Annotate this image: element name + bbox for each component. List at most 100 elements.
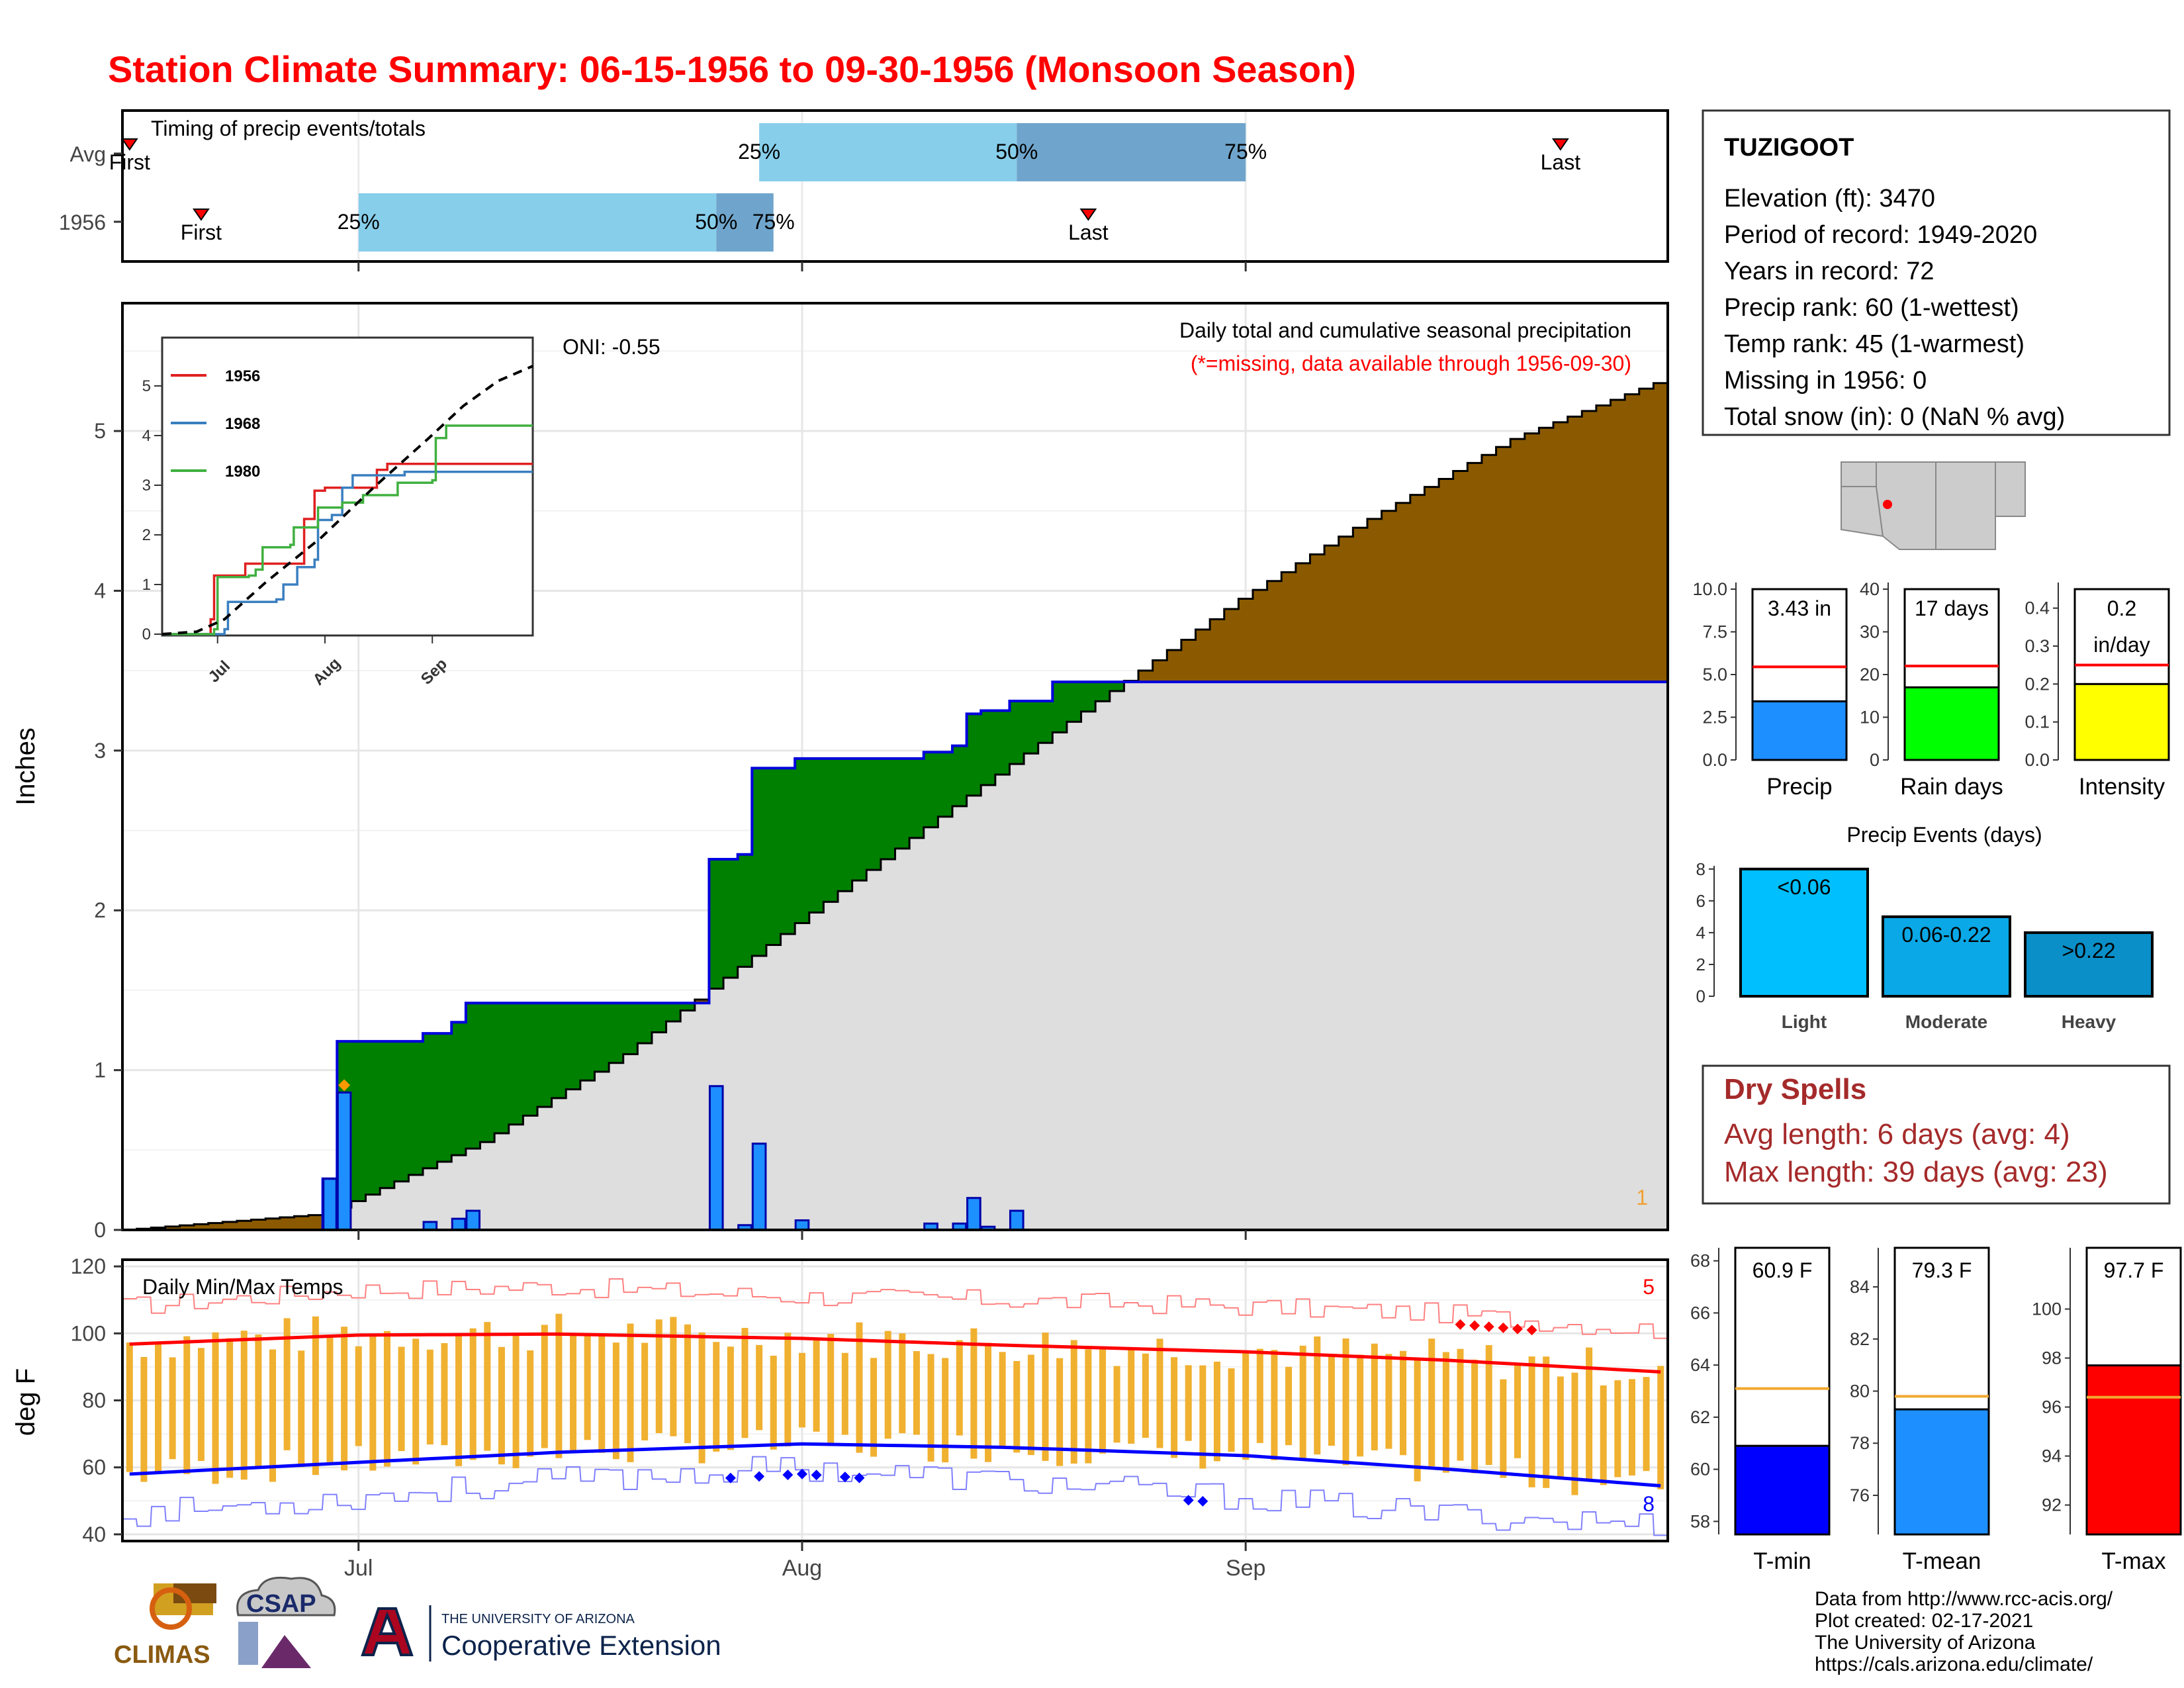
precip-deficit-area	[1410, 494, 1426, 682]
temp-daily-bar	[670, 1317, 677, 1436]
timing-panel: Timing of precip events/totals Avg 1956 …	[59, 109, 1669, 271]
precip-base-area	[1238, 682, 1253, 1230]
precip-base-area	[1181, 682, 1197, 1230]
mini-bar-tick-label: 0.4	[2025, 598, 2050, 618]
credits: Data from http://www.rcc-acis.org/ Plot …	[1815, 1588, 2113, 1675]
precip-base-area	[1295, 682, 1311, 1230]
temp-daily-bar	[312, 1316, 319, 1476]
temp-daily-bar	[341, 1327, 348, 1471]
temp-count-min: 8	[1643, 1492, 1655, 1516]
temp-record-high-marker	[1498, 1322, 1509, 1333]
precip-base-area	[809, 912, 824, 1230]
precip-y-tick-label: 2	[94, 898, 106, 922]
temp-bar-value-label-1: 79.3 F	[1912, 1258, 1972, 1282]
precip-base-area	[480, 1142, 495, 1230]
temp-daily-bar	[1213, 1361, 1220, 1462]
temp-daily-bar	[870, 1358, 878, 1457]
precip-deficit-area	[1467, 463, 1482, 682]
station-temp-rank: Temp rank: 45 (1-warmest)	[1724, 330, 2025, 358]
precip-surplus-area	[480, 1003, 495, 1143]
dry-spells-frame	[1702, 1064, 2171, 1205]
precip-base-area	[623, 1054, 638, 1230]
precip-surplus-area	[766, 768, 782, 945]
mini-bar-value-label-1: 17 days	[1915, 596, 1989, 620]
temp-daily-bar	[240, 1331, 248, 1480]
precip-base-area	[1353, 682, 1368, 1230]
precip-base-area	[380, 1188, 395, 1230]
precip-base-area	[451, 1155, 467, 1230]
precip-base-area	[1253, 682, 1268, 1230]
precip-y-tick-label: 1	[94, 1058, 106, 1082]
temp-daily-bar	[269, 1349, 277, 1482]
temp-daily-bar	[1056, 1358, 1064, 1466]
precip-y-tick-label: 4	[94, 579, 106, 602]
precip-surplus-area	[1066, 682, 1082, 722]
precip-base-area	[566, 1089, 581, 1230]
temp-daily-bar	[1013, 1361, 1021, 1453]
location-map	[1837, 459, 2028, 566]
precip-surplus-area	[551, 1003, 567, 1098]
temp-daily-bar	[1600, 1385, 1607, 1485]
timing-avg-p50-label: 50%	[995, 140, 1038, 164]
precip-surplus-area	[1052, 682, 1068, 733]
temp-record-low-marker	[725, 1472, 736, 1483]
precip-surplus-area	[1081, 682, 1096, 712]
temp-daily-bar	[784, 1333, 792, 1446]
precip-y-tick-label: 0	[94, 1218, 106, 1242]
station-snow: Total snow (in): 0 (NaN % avg)	[1724, 403, 2065, 431]
precip-deficit-area	[1596, 405, 1612, 682]
precip-base-area	[1138, 682, 1154, 1230]
temp-daily-bar	[770, 1356, 777, 1450]
station-elevation: Elevation (ft): 3470	[1724, 185, 1935, 212]
precip-deficit-area	[1310, 554, 1325, 682]
events-bar-text-1: 0.06-0.22	[1901, 923, 1991, 947]
temp-daily-bar	[756, 1344, 763, 1430]
precip-base-area	[1324, 682, 1340, 1230]
precip-surplus-area	[809, 758, 824, 913]
credit-line-1: Data from http://www.rcc-acis.org/	[1815, 1588, 2113, 1610]
temp-bar-tick-label: 94	[2042, 1446, 2062, 1466]
precip-deficit-area	[1224, 609, 1239, 682]
precip-record-marker	[338, 1079, 351, 1092]
oni-label: ONI: -0.55	[563, 335, 660, 359]
precip-base-area	[909, 837, 925, 1230]
precip-surplus-area	[737, 854, 752, 967]
inset-y-tick-label: 3	[142, 477, 151, 494]
temp-daily-bar	[1471, 1359, 1479, 1474]
temp-daily-bar	[426, 1349, 433, 1445]
precip-deficit-area	[1582, 410, 1597, 682]
mini-bar-tick-label: 0.2	[2025, 674, 2050, 694]
temp-daily-bar	[1528, 1356, 1535, 1487]
precip-deficit-area	[265, 1218, 281, 1230]
temp-title: Daily Min/Max Temps	[142, 1275, 343, 1299]
precip-surplus-area	[909, 758, 925, 838]
precip-base-area	[981, 785, 996, 1230]
precip-base-area	[995, 774, 1011, 1230]
mini-bar-value-1	[1903, 686, 2000, 761]
events-bar-text-0: <0.06	[1778, 875, 1831, 899]
precip-daily-bar	[336, 1091, 352, 1231]
temp-daily-bar	[641, 1342, 649, 1440]
precip-base-area	[1009, 764, 1024, 1230]
precip-base-area	[609, 1062, 624, 1230]
temp-daily-bar	[1142, 1353, 1149, 1438]
inset-series-1980	[162, 424, 533, 635]
events-bar-light	[1739, 867, 1869, 998]
precip-daily-bar	[966, 1197, 981, 1231]
csap-logo-text: CSAP	[246, 1590, 316, 1618]
precip-deficit-area	[1424, 487, 1439, 682]
mini-bar-name-1: Rain days	[1900, 774, 2003, 800]
precip-surplus-area	[365, 1041, 381, 1195]
precip-base-area	[895, 848, 910, 1230]
precip-base-area	[1310, 682, 1325, 1230]
precip-deficit-area	[236, 1221, 252, 1230]
precip-y-axis-label: Inches	[11, 727, 40, 806]
temp-daily-bar	[1571, 1372, 1578, 1495]
timing-1956-first-label: First	[181, 220, 222, 244]
mini-bar-name-0: Precip	[1766, 774, 1832, 800]
temp-record-low-marker	[811, 1470, 822, 1481]
events-bar-label-2: Heavy	[2062, 1011, 2116, 1032]
precip-base-area	[1496, 682, 1511, 1230]
precip-surplus-area	[680, 1003, 696, 1011]
precip-base-area	[780, 934, 796, 1230]
